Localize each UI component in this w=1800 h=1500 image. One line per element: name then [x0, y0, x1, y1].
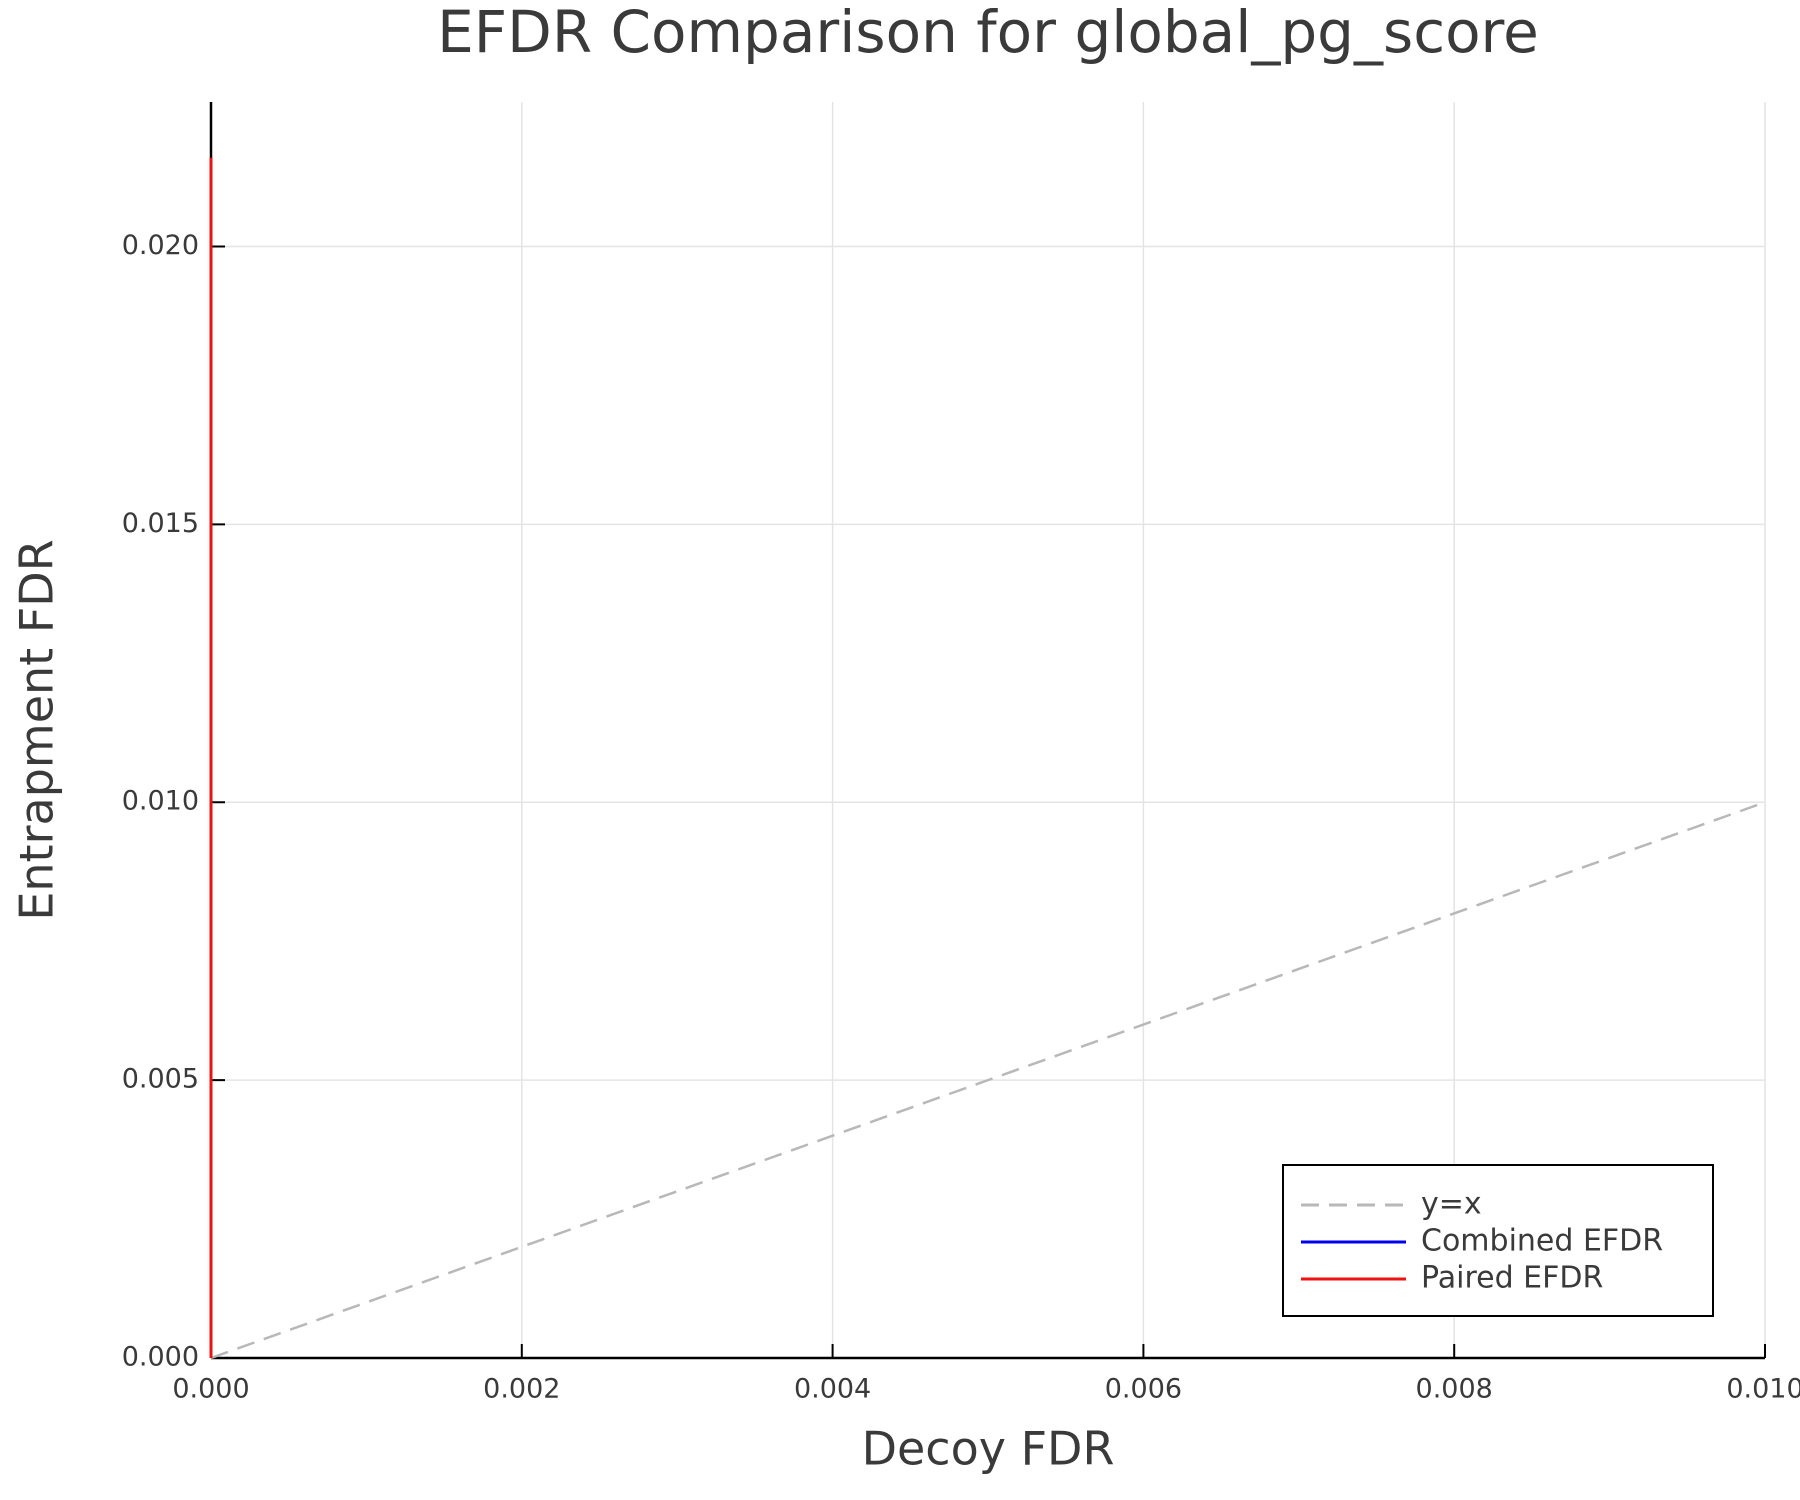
x-tick-label: 0.000	[172, 1374, 249, 1405]
y-tick-label: 0.005	[122, 1064, 199, 1095]
y-tick-label: 0.015	[122, 508, 199, 539]
x-tick-label: 0.006	[1105, 1374, 1182, 1405]
legend-label: Paired EFDR	[1421, 1261, 1603, 1296]
y-axis-label: Entrapment FDR	[10, 539, 64, 920]
x-axis-label: Decoy FDR	[862, 1422, 1115, 1476]
y-tick-label: 0.000	[122, 1342, 199, 1373]
legend-label: Combined EFDR	[1421, 1224, 1663, 1259]
x-tick-label: 0.002	[483, 1374, 560, 1405]
y-tick-label: 0.020	[122, 230, 199, 261]
legend-label: y=x	[1421, 1187, 1482, 1222]
series-line	[210, 801, 1766, 1360]
chart-title: EFDR Comparison for global_pg_score	[437, 0, 1539, 66]
x-tick-label: 0.004	[794, 1374, 871, 1405]
y-tick-label: 0.010	[122, 786, 199, 817]
x-tick-label: 0.008	[1416, 1374, 1493, 1405]
x-tick-label: 0.010	[1726, 1374, 1800, 1405]
